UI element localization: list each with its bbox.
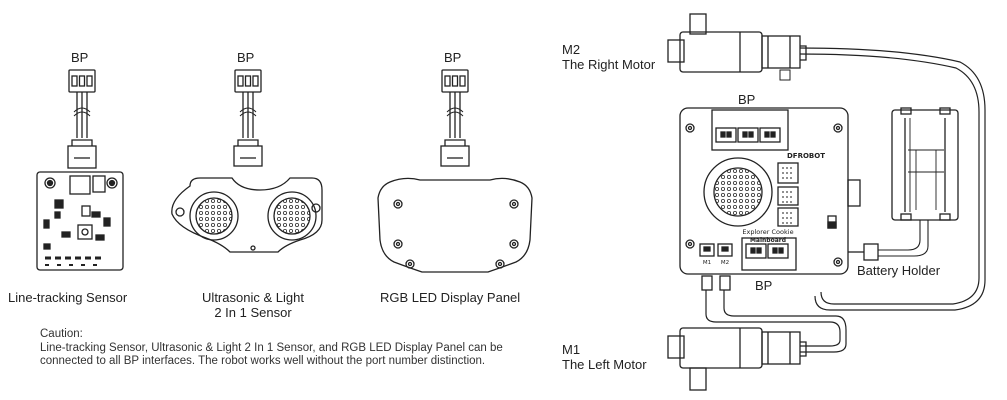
board-name-line1: Explorer Cookie [742, 228, 793, 236]
right-motor-cable [799, 47, 986, 311]
bp-cable-connector-1 [67, 69, 97, 169]
explorer-cookie-mainboard [679, 107, 861, 291]
battery-cable [878, 220, 929, 257]
line-tracking-sensor-label: Line-tracking Sensor [8, 290, 128, 305]
board-brand: DFROBOT [787, 152, 825, 160]
caution-title: Caution: [40, 328, 83, 340]
bp-label-1: BP [71, 50, 89, 65]
board-port-m1: M1 [703, 260, 711, 266]
left-motor-cable [705, 290, 841, 347]
board-bp-bottom-label: BP [755, 278, 773, 293]
bp-label-2: BP [237, 50, 255, 65]
bp-cable-connector-3 [440, 69, 470, 167]
right-motor-label: The Right Motor [562, 57, 656, 72]
left-motor-label: The Left Motor [562, 357, 647, 372]
ultrasonic-sensor-label-line1: Ultrasonic & Light [202, 290, 304, 305]
m2-label: M2 [562, 42, 581, 57]
rgb-led-display-panel [377, 177, 533, 273]
board-name-line2: Mainboard [750, 237, 786, 244]
battery-holder-label: Battery Holder [857, 263, 941, 278]
bp-label-3: BP [444, 50, 462, 65]
ultrasonic-sensor-label-line2: 2 In 1 Sensor [214, 305, 292, 320]
right-motor [667, 13, 807, 81]
left-motor [667, 327, 807, 391]
line-tracking-sensor [36, 171, 124, 271]
board-bp-top-label: BP [738, 92, 756, 107]
bp-cable-connector-2 [233, 69, 263, 167]
caution-body: Line-tracking Sensor, Ultrasonic & Light… [40, 341, 503, 368]
m1-label: M1 [562, 342, 581, 357]
caution-note: Caution: Line-tracking Sensor, Ultrasoni… [40, 328, 510, 369]
rgb-led-panel-label: RGB LED Display Panel [380, 290, 521, 305]
board-port-m2: M2 [721, 260, 729, 266]
battery-holder [891, 107, 959, 221]
ultrasonic-light-sensor [171, 177, 323, 253]
